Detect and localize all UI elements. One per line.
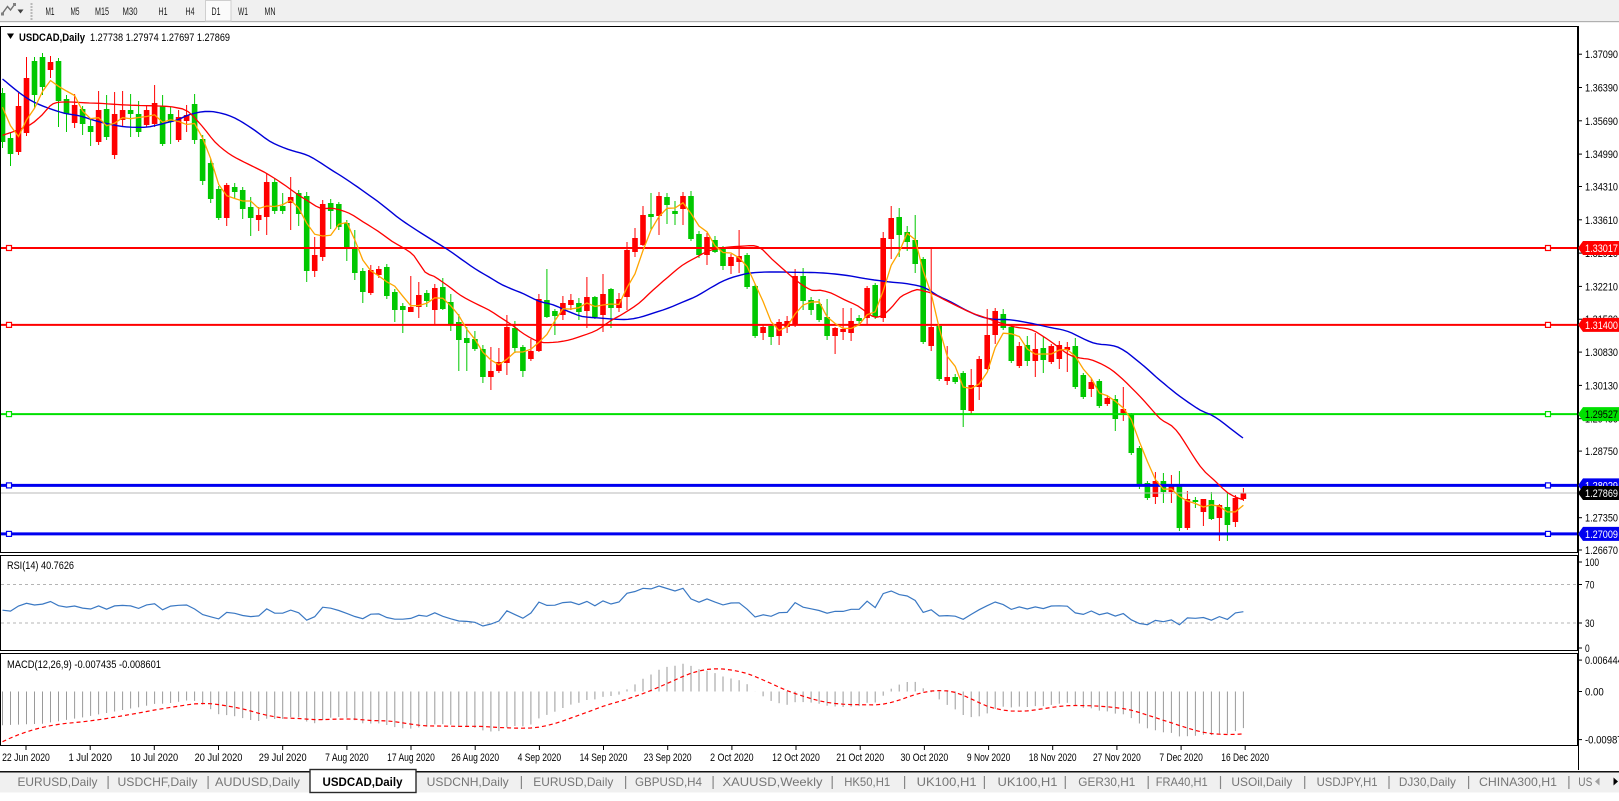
svg-text:14 Sep 2020: 14 Sep 2020: [580, 752, 628, 764]
svg-text:2 Oct 2020: 2 Oct 2020: [710, 752, 754, 764]
svg-text:22 Jun 2020: 22 Jun 2020: [2, 752, 50, 764]
svg-text:H4: H4: [186, 6, 195, 18]
svg-text:1 Jul 2020: 1 Jul 2020: [68, 752, 112, 764]
svg-text:70: 70: [1585, 580, 1594, 592]
svg-text:23 Sep 2020: 23 Sep 2020: [644, 752, 692, 764]
svg-text:1.31400: 1.31400: [1585, 320, 1618, 332]
svg-text:26 Aug 2020: 26 Aug 2020: [451, 752, 499, 764]
svg-text:1.27869: 1.27869: [1585, 488, 1618, 500]
svg-text:USDCHF,Daily: USDCHF,Daily: [118, 775, 198, 789]
svg-text:1.36390: 1.36390: [1585, 83, 1618, 95]
svg-text:RSI(14) 40.7626: RSI(14) 40.7626: [7, 560, 74, 572]
svg-text:-0.00987: -0.00987: [1585, 735, 1619, 747]
svg-text:1.26670: 1.26670: [1585, 545, 1618, 557]
svg-text:1.27009: 1.27009: [1585, 529, 1618, 541]
svg-text:17 Aug 2020: 17 Aug 2020: [387, 752, 435, 764]
svg-text:18 Nov 2020: 18 Nov 2020: [1029, 752, 1077, 764]
svg-text:UK100,H1: UK100,H1: [998, 775, 1058, 789]
svg-text:4 Sep 2020: 4 Sep 2020: [518, 752, 562, 764]
svg-text:USDJPY,H1: USDJPY,H1: [1317, 775, 1378, 789]
svg-text:1.28750: 1.28750: [1585, 446, 1618, 458]
svg-text:1.30130: 1.30130: [1585, 380, 1618, 392]
svg-text:9 Nov 2020: 9 Nov 2020: [967, 752, 1011, 764]
svg-text:M15: M15: [95, 6, 109, 18]
svg-text:EURUSD,Daily: EURUSD,Daily: [18, 775, 98, 789]
svg-text:12 Oct 2020: 12 Oct 2020: [772, 752, 820, 764]
svg-text:21 Oct 2020: 21 Oct 2020: [836, 752, 884, 764]
svg-text:CHINA300,H1: CHINA300,H1: [1479, 775, 1557, 789]
svg-text:D1: D1: [212, 6, 221, 18]
svg-text:1.27350: 1.27350: [1585, 513, 1618, 525]
svg-text:29 Jul 2020: 29 Jul 2020: [259, 752, 307, 764]
svg-text:XAUUSD,Weekly: XAUUSD,Weekly: [723, 775, 823, 789]
svg-text:7 Aug 2020: 7 Aug 2020: [325, 752, 369, 764]
svg-text:1.35690: 1.35690: [1585, 116, 1618, 128]
svg-text:USDCAD,Daily: USDCAD,Daily: [323, 775, 403, 789]
svg-text:AUDUSD,Daily: AUDUSD,Daily: [215, 775, 300, 789]
svg-text:DJ30,Daily: DJ30,Daily: [1399, 775, 1456, 789]
svg-text:EURUSD,Daily: EURUSD,Daily: [533, 775, 613, 789]
svg-text:1.30830: 1.30830: [1585, 347, 1618, 359]
svg-text:1.32210: 1.32210: [1585, 281, 1618, 293]
svg-text:W1: W1: [238, 6, 248, 18]
svg-text:MN: MN: [265, 6, 276, 18]
svg-text:1.33017: 1.33017: [1585, 243, 1618, 255]
svg-text:M5: M5: [71, 6, 80, 18]
svg-text:1.34990: 1.34990: [1585, 149, 1618, 161]
svg-text:UK100,H1: UK100,H1: [917, 775, 977, 789]
svg-text:M30: M30: [123, 6, 138, 18]
svg-text:100: 100: [1585, 557, 1599, 569]
svg-text:10 Jul 2020: 10 Jul 2020: [130, 752, 178, 764]
svg-text:1.29527: 1.29527: [1585, 409, 1618, 421]
svg-text:US: US: [1578, 775, 1592, 789]
svg-text:30: 30: [1585, 618, 1594, 630]
svg-text:USDCAD,Daily: USDCAD,Daily: [19, 32, 86, 44]
svg-text:7 Dec 2020: 7 Dec 2020: [1159, 752, 1203, 764]
svg-text:0.00: 0.00: [1585, 687, 1604, 699]
svg-text:1.33610: 1.33610: [1585, 215, 1618, 227]
svg-text:USOil,Daily: USOil,Daily: [1231, 775, 1292, 789]
svg-text:H1: H1: [159, 6, 168, 18]
svg-text:0.006444: 0.006444: [1585, 655, 1619, 667]
svg-text:USDCNH,Daily: USDCNH,Daily: [427, 775, 509, 789]
svg-text:1.34310: 1.34310: [1585, 182, 1618, 194]
svg-text:1.37090: 1.37090: [1585, 49, 1618, 61]
svg-text:20 Jul 2020: 20 Jul 2020: [195, 752, 243, 764]
svg-text:M1: M1: [46, 6, 55, 18]
svg-text:0: 0: [1585, 643, 1590, 655]
svg-text:FRA40,H1: FRA40,H1: [1156, 775, 1208, 789]
svg-text:HK50,H1: HK50,H1: [844, 775, 890, 789]
svg-text:16 Dec 2020: 16 Dec 2020: [1221, 752, 1269, 764]
svg-text:27 Nov 2020: 27 Nov 2020: [1093, 752, 1141, 764]
svg-text:MACD(12,26,9) -0.007435 -0.008: MACD(12,26,9) -0.007435 -0.008601: [7, 659, 161, 671]
svg-text:30 Oct 2020: 30 Oct 2020: [901, 752, 949, 764]
svg-text:GER30,H1: GER30,H1: [1078, 775, 1135, 789]
svg-text:1.27738 1.27974 1.27697 1.2786: 1.27738 1.27974 1.27697 1.27869: [90, 32, 230, 44]
svg-text:GBPUSD,H4: GBPUSD,H4: [635, 775, 702, 789]
